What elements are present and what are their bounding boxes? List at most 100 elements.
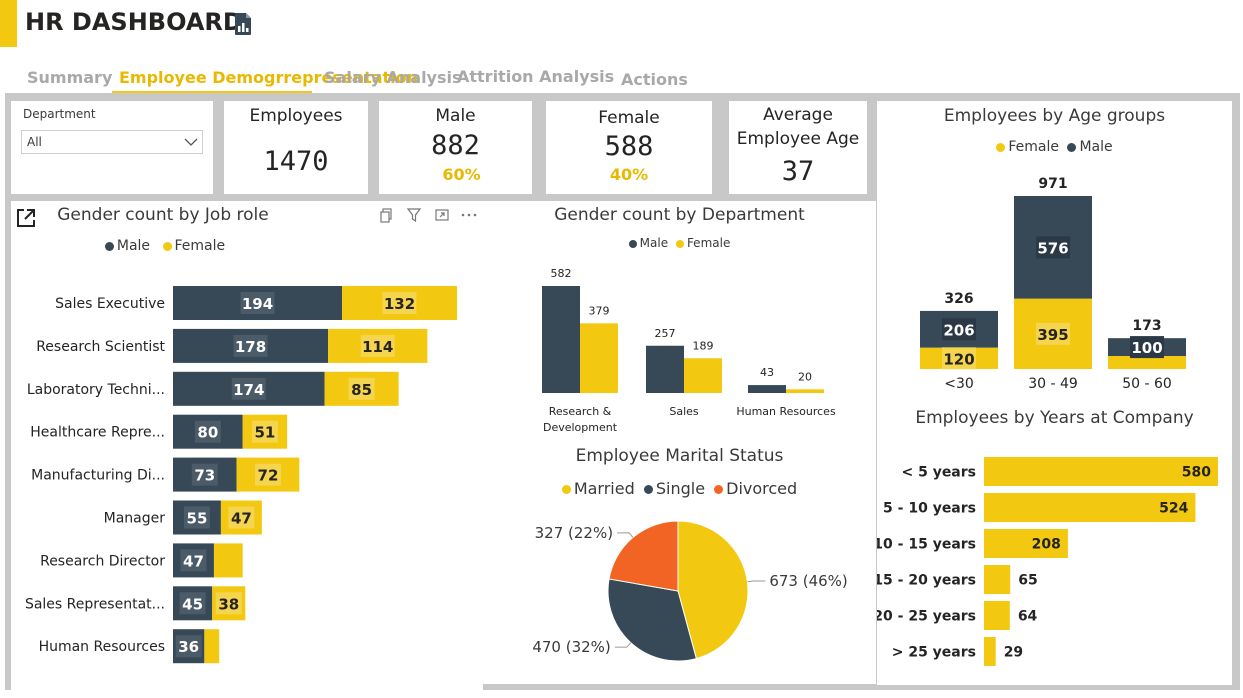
job-role-category-label: Research Scientist [36, 339, 165, 355]
data-label-female-bg [251, 420, 278, 443]
data-label-male: 43 [760, 366, 774, 379]
data-label-male-bg [175, 635, 202, 658]
kpi-age-value: 37 [781, 156, 815, 187]
kpi-female-value: 588 [604, 131, 654, 162]
copy-icon[interactable] [379, 207, 395, 223]
data-label-female: 85 [351, 381, 372, 399]
bar-years[interactable] [984, 601, 1010, 630]
data-label-male: 73 [194, 467, 215, 485]
legend-male-label: Male [1079, 139, 1113, 155]
data-label-male-bg [191, 463, 218, 486]
bar-years[interactable] [984, 493, 1196, 522]
pie-data-label: 673 (46%) [769, 572, 847, 590]
department-category-label: Human Resources [736, 405, 836, 418]
years-at-company-chart: < 5 years 580 5 - 10 years 524 10 - 15 years… [877, 457, 1218, 666]
job-role-category-label: Sales Representat... [25, 596, 165, 612]
legend-divorced-label: Divorced [726, 479, 798, 498]
age-chart-title: Employees by Age groups [943, 106, 1166, 126]
pie-data-label: 327 (22%) [535, 524, 613, 542]
bar-female[interactable] [684, 358, 722, 393]
kpi-male-value: 882 [431, 130, 480, 161]
job-role-category-label: Human Resources [39, 639, 165, 655]
data-label-years: 65 [1018, 573, 1037, 589]
tab-salary-analysis[interactable]: Salary Analysis [324, 68, 462, 87]
data-label-female-bg [1036, 322, 1070, 345]
pie-slice-divorced[interactable] [608, 520, 679, 592]
kpi-age-label-line1: Average [763, 105, 833, 125]
data-label-male: 178 [235, 338, 266, 356]
bar-female[interactable] [580, 323, 618, 393]
more-options-icon[interactable] [460, 207, 478, 223]
data-label-male: 55 [187, 510, 208, 528]
data-label-female: 38 [218, 595, 239, 613]
bar-male[interactable] [748, 385, 786, 393]
data-label-male: 257 [655, 327, 676, 340]
data-label-male: 194 [242, 295, 273, 313]
data-label-male: 80 [197, 424, 218, 442]
data-label-years: 64 [1018, 609, 1038, 625]
bar-male[interactable] [646, 345, 684, 393]
data-label-female-bg [360, 334, 395, 357]
expand-icon[interactable] [434, 207, 450, 223]
bar-female[interactable] [1108, 355, 1186, 369]
pie-slice-married[interactable] [677, 520, 749, 660]
job-role-chart: Sales Executive 194 132 Research Scientist 1… [25, 286, 457, 664]
age-category-label: <30 [944, 376, 974, 392]
bar-female[interactable] [204, 629, 220, 664]
legend-female-label: Female [686, 236, 731, 250]
report-icon [235, 13, 251, 35]
department-dropdown[interactable]: All [21, 130, 203, 154]
age-category-label: 50 - 60 [1122, 376, 1172, 392]
data-label-male: 576 [1037, 239, 1068, 257]
focus-mode-icon[interactable] [15, 207, 37, 229]
data-label-male-bg [231, 377, 266, 400]
data-label-female: 132 [384, 295, 415, 313]
tab-actions[interactable]: Actions [621, 70, 688, 89]
data-label-female-bg [942, 347, 976, 370]
bar-female[interactable] [786, 389, 824, 393]
years-category-label: 5 - 10 years [883, 501, 976, 517]
job-role-category-label: Manager [104, 511, 166, 527]
filter-icon[interactable] [406, 207, 422, 223]
chevron-down-icon [184, 138, 198, 146]
pie-slice-single[interactable] [607, 578, 697, 662]
data-label-female: 72 [258, 467, 279, 485]
bar-male[interactable] [542, 286, 580, 393]
department-category-label: Development [543, 421, 618, 434]
bar-years[interactable] [984, 637, 996, 666]
legend-single-dot [643, 485, 653, 494]
bar-years[interactable] [984, 565, 1011, 594]
age-group-chart: 206 120 326 <30 576 395 971 30 - 49 100 173 50 - 6… [920, 176, 1186, 392]
bar-years[interactable] [984, 457, 1218, 486]
kpi-employees-card: Employees 1470 [224, 101, 368, 194]
kpi-female-label: Female [598, 108, 660, 128]
years-category-label: < 5 years [901, 465, 976, 481]
tab-employee-demographics[interactable]: Employee Demogrrepresentation [119, 68, 419, 87]
data-label-male: 100 [1131, 339, 1162, 357]
data-label-male: 582 [551, 267, 572, 280]
tab-attrition-analysis[interactable]: Attrition Analysis [457, 67, 615, 86]
data-label-years: 524 [1159, 501, 1188, 517]
data-label-female-bg [254, 463, 281, 486]
data-label-male-bg [194, 420, 221, 443]
job-role-category-label: Research Director [40, 553, 165, 569]
legend-male-dot [628, 239, 637, 248]
data-label-female-bg [382, 292, 417, 314]
legend-male-dot [1067, 142, 1077, 152]
kpi-female-card: Female 588 40% [546, 101, 712, 194]
age-years-card: Employees by Age groups Female Male 206 1… [877, 101, 1232, 685]
data-label-male: 174 [233, 381, 264, 399]
job-role-category-label: Manufacturing Di... [31, 468, 165, 484]
legend-male-label: Male [116, 238, 151, 254]
department-marital-card: Gender count by Department Male Female 5… [483, 201, 876, 684]
data-label-male-bg [1036, 236, 1070, 259]
pie-leader-line [614, 642, 632, 648]
years-category-label: 10 - 15 years [877, 537, 976, 553]
data-label-years: 208 [1032, 537, 1061, 553]
bar-female[interactable] [213, 543, 243, 578]
title-accent [0, 0, 17, 47]
bar-years[interactable] [984, 529, 1068, 558]
tab-summary[interactable]: Summary [27, 68, 113, 87]
job-role-category-label: Laboratory Techni... [27, 382, 165, 398]
data-label-total: 173 [1132, 318, 1161, 334]
